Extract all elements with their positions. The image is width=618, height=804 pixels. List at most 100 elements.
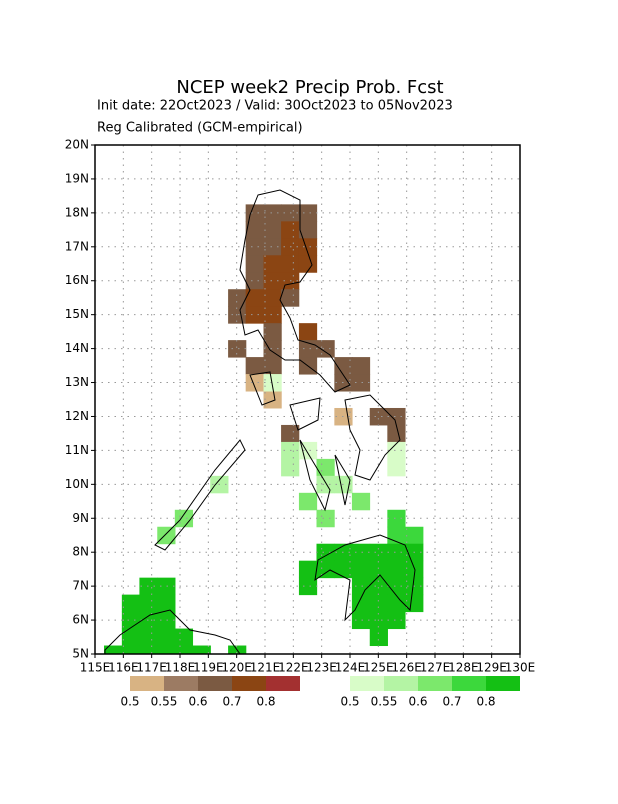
legend-label: 0.6 (188, 695, 207, 709)
x-tick-label: 122E (278, 661, 309, 675)
grid-cell (369, 543, 388, 562)
x-tick-label: 130E (505, 661, 536, 675)
grid-cell (121, 594, 141, 613)
grid-cell (281, 289, 300, 307)
grid-cell (351, 492, 371, 511)
grid-cell (139, 645, 158, 654)
grid-cell (316, 458, 335, 477)
y-tick-label: 7N (72, 579, 89, 593)
grid-cell (139, 628, 158, 647)
legend-label: 0.6 (408, 695, 427, 709)
grid-cell (351, 357, 371, 375)
grid-cell (281, 221, 300, 239)
grid-cell (369, 560, 388, 579)
grid-cell (157, 611, 176, 630)
grid-cell (245, 289, 264, 307)
x-tick-label: 120E (221, 661, 252, 675)
grid-cell (281, 458, 300, 477)
legend-label: 0.8 (256, 695, 275, 709)
y-tick-label: 17N (65, 239, 89, 253)
grid-cell (228, 289, 247, 307)
grid-cell (263, 357, 282, 375)
x-tick-label: 126E (391, 661, 422, 675)
legend-swatch (452, 676, 486, 691)
legend-label: 0.5 (120, 695, 139, 709)
grid-cell (369, 611, 388, 630)
grid-cell (298, 560, 318, 579)
grid-cell (174, 645, 194, 654)
grid-cell (298, 221, 318, 239)
legend-label: 0.5 (340, 695, 359, 709)
y-tick-label: 8N (72, 545, 89, 559)
x-tick-label: 119E (193, 661, 224, 675)
x-tick-label: 117E (136, 661, 167, 675)
grid-cell (387, 543, 406, 562)
y-tick-label: 13N (65, 375, 89, 389)
legend-swatch (198, 676, 232, 691)
grid-cell (405, 594, 424, 613)
x-tick-label: 115E (80, 661, 111, 675)
grid-cell (298, 441, 318, 460)
legend-label: 0.7 (442, 695, 461, 709)
x-tick-label: 121E (250, 661, 281, 675)
chart-title: NCEP week2 Precip Prob. Fcst (176, 77, 443, 98)
grid-cell (316, 509, 335, 528)
frame (94, 144, 521, 655)
grid-cell (245, 221, 264, 239)
grid-cell (316, 340, 335, 358)
grid-cell (334, 560, 353, 579)
grid-cell (157, 577, 176, 596)
grid: 115E116E117E118E119E120E121E122E123E124E… (65, 138, 536, 675)
grid-cell (192, 645, 211, 654)
coast (239, 189, 351, 393)
grid-cell (263, 204, 282, 222)
legend-swatch (418, 676, 452, 691)
grid-cell (316, 543, 335, 562)
grid-cell (174, 628, 194, 647)
y-tick-label: 9N (72, 511, 89, 525)
grid-cell (245, 306, 264, 324)
grid-cell (298, 323, 318, 341)
grid-cell (157, 526, 176, 545)
coast (289, 397, 321, 431)
grid-cell (351, 577, 371, 596)
y-tick-label: 20N (65, 138, 89, 152)
grid-cell (174, 509, 194, 528)
legend-label: 0.55 (151, 695, 178, 709)
grid-cell (387, 441, 406, 460)
x-tick-label: 128E (448, 661, 479, 675)
y-tick-label: 19N (65, 171, 89, 185)
grid-cell (157, 645, 176, 654)
grid-cell (228, 306, 247, 324)
grid-cell (351, 560, 371, 579)
y-tick-label: 10N (65, 477, 89, 491)
coast (299, 439, 331, 512)
coast (314, 534, 416, 622)
grid-cell (298, 204, 318, 222)
x-tick-label: 124E (335, 661, 366, 675)
grid-cell (351, 543, 371, 562)
coast (104, 609, 241, 654)
grid-cell (387, 407, 406, 426)
coast (249, 371, 276, 406)
grid-cell (369, 594, 388, 613)
grid-cell (121, 645, 141, 654)
grid-cell (298, 238, 318, 256)
grid-cell (351, 374, 371, 392)
y-tick-label: 16N (65, 273, 89, 287)
grid-cell (157, 594, 176, 613)
grid-cell (245, 204, 264, 222)
grid-cell (245, 357, 264, 375)
grid-cell (369, 407, 388, 426)
grid-cell (139, 594, 158, 613)
grid-cell (263, 323, 282, 341)
legend-swatch (384, 676, 418, 691)
grid-cell (228, 340, 247, 358)
x-tick-label: 116E (108, 661, 139, 675)
grid-cell (334, 357, 353, 375)
subtitle: Reg Calibrated (GCM-empirical) (97, 121, 303, 136)
grid-cell (263, 289, 282, 307)
y-tick-label: 12N (65, 409, 89, 423)
coast (334, 454, 351, 506)
